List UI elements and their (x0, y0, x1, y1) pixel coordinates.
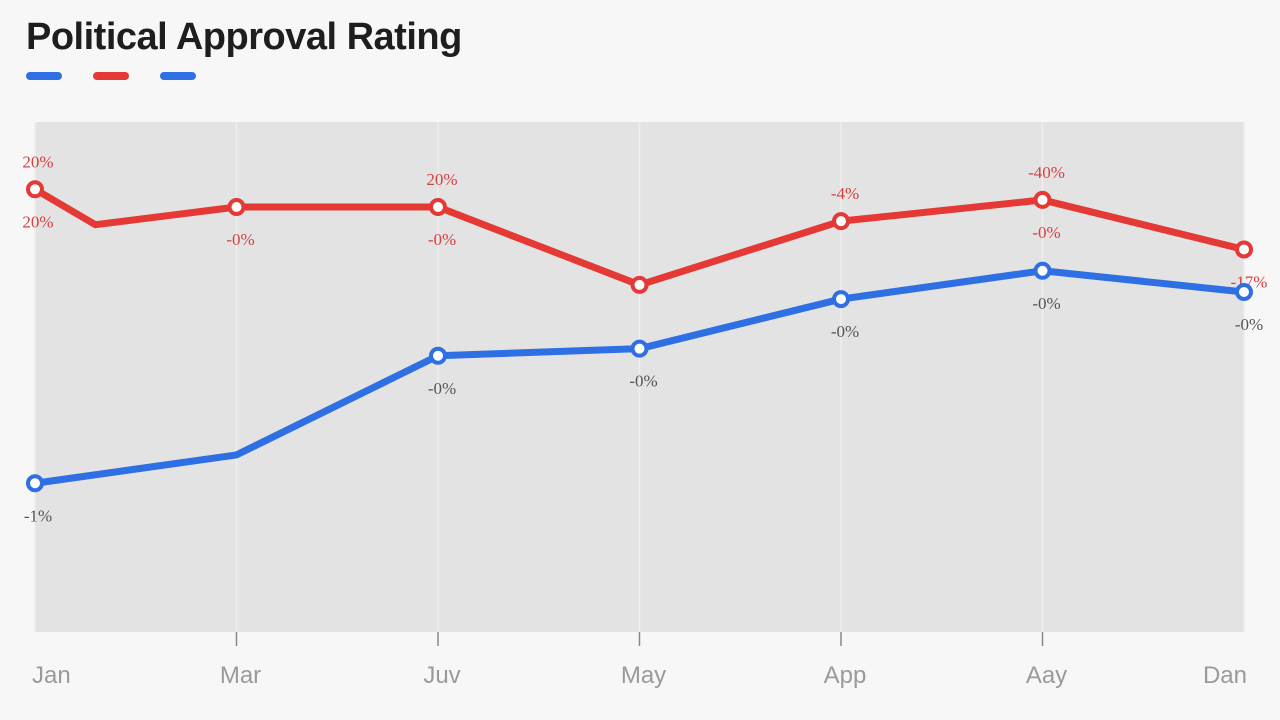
chart-title: Political Approval Rating (26, 16, 462, 58)
legend-swatch-2 (93, 72, 129, 80)
series-1-data-label-4: 20% (426, 170, 457, 189)
series-2-point-1 (26, 474, 44, 493)
series-2-data-label-5: -0% (1032, 294, 1060, 313)
legend-swatch-1 (26, 72, 62, 80)
series-2-data-label-4: -0% (831, 322, 859, 341)
series-2-point-4 (630, 339, 649, 358)
x-tick-label-jan: Jan (32, 662, 71, 689)
series-1-data-label-5: -0% (428, 230, 456, 249)
series-2-point-7 (1235, 283, 1253, 301)
x-tick-label-aay: Aay (1026, 662, 1067, 689)
legend (26, 72, 227, 84)
series-2-data-label-3: -0% (629, 372, 657, 391)
series-2-point-3 (429, 346, 447, 365)
series-2-point-5 (832, 290, 850, 309)
series-1-data-label-7: -40% (1028, 163, 1065, 182)
series-2-data-label-2: -0% (428, 379, 456, 398)
x-tick-label-may: May (621, 662, 666, 689)
series-1-data-label-6: -4% (831, 184, 859, 203)
series-1-point-8 (1235, 240, 1253, 259)
series-1-point-4 (429, 198, 447, 216)
series-1-point-6 (832, 212, 850, 231)
series-2-data-label-6: -0% (1235, 315, 1263, 334)
series-1-data-label-2: 20% (22, 212, 53, 231)
series-1-point-5 (630, 275, 649, 294)
series-2-point-6 (1033, 261, 1052, 280)
series-1-data-label-8: -0% (1032, 223, 1060, 242)
series-1-data-label-3: -0% (226, 230, 254, 249)
legend-swatch-3 (160, 72, 196, 80)
x-tick-label-app: App (824, 662, 867, 689)
series-1-point-1 (26, 180, 44, 199)
x-tick-label-mar: Mar (220, 662, 261, 689)
series-1-point-3 (227, 198, 246, 216)
series-2-data-label-1: -1% (24, 506, 52, 525)
series-1-data-label-1: 20% (22, 152, 53, 171)
series-1-point-7 (1033, 190, 1052, 209)
series-1-line (31, 185, 1248, 289)
x-tick-label-dan: Dan (1203, 662, 1247, 689)
x-tick-label-juv: Juv (423, 662, 460, 689)
